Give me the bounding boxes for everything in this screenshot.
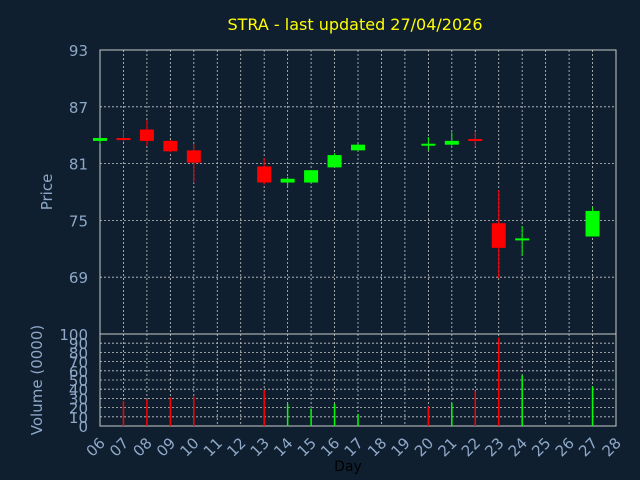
x-tick-label: 19 [388,434,414,460]
volume-bar [427,406,430,426]
price-y-tick-label: 75 [69,212,88,230]
volume-bar [357,414,359,426]
volume-bar [263,390,265,426]
candle-body [585,210,600,237]
x-tick-label: 08 [130,434,156,460]
volume-bar [497,337,500,426]
volume-bar [591,386,594,426]
candle-body [257,166,272,183]
x-tick-label: 26 [552,434,578,460]
x-tick-labels: 0607080910111213141516171819202122232425… [83,434,625,460]
candle-body [280,178,295,183]
candle-body [116,138,131,141]
candles [93,120,600,279]
volume-axis-label: Volume (0000) [28,325,46,435]
x-tick-label: 15 [294,434,320,460]
candle-body [515,238,530,241]
price-y-tick-label: 81 [69,156,88,174]
x-tick-label: 28 [599,434,625,460]
volume-bars [122,337,594,426]
volume-y-tick-label: 70 [69,354,88,372]
x-tick-label: 17 [341,434,367,460]
price-y-tick-label: 69 [69,269,88,287]
candle-body [491,223,506,248]
x-tick-label: 27 [575,434,601,460]
price-y-tick-label: 87 [69,99,88,117]
x-tick-label: 24 [505,434,531,460]
volume-bar [333,403,336,426]
volume-y-tick-label: 100 [59,326,88,344]
candle-body [468,138,483,141]
volume-y-tick-label: 90 [69,335,88,353]
x-tick-label: 10 [176,434,202,460]
volume-y-tick-label: 50 [69,372,88,390]
x-tick-label: 18 [364,434,390,460]
chart-title: STRA - last updated 27/04/2026 [227,15,482,34]
candle-body [93,138,107,141]
x-tick-label: 21 [434,434,460,460]
x-tick-label: 07 [106,434,132,460]
candle-body [186,150,201,163]
candle-body [327,155,342,168]
volume-bar [474,391,477,426]
x-tick-label: 25 [528,434,554,460]
volume-bar [146,399,148,426]
price-axis-label: Price [38,174,56,211]
candle-body [351,144,365,151]
x-tick-label: 20 [411,434,437,460]
volume-y-tick-label: 60 [69,363,88,381]
volume-y-tick-label: 40 [69,381,88,399]
volume-bar [169,397,172,426]
volume-grid [100,333,616,427]
x-axis-label: Day [334,459,362,475]
price-y-tick-label: 93 [69,42,88,60]
candle-body [444,140,459,145]
price-grid [100,49,616,334]
volume-y-tick-label: 0 [78,418,88,436]
x-tick-label: 14 [270,434,296,460]
candle-body [304,170,319,183]
x-tick-label: 22 [458,434,484,460]
volume-y-tick-label: 30 [69,390,88,408]
volume-bar [521,375,523,426]
volume-bar [286,403,289,426]
x-tick-label: 23 [481,434,507,460]
volume-bar [310,408,312,426]
volume-bar [193,396,195,426]
x-tick-label: 13 [247,434,273,460]
price-panel: 93 87 81 75 69 Price [38,42,617,335]
volume-y-tick-label: 80 [69,344,88,362]
x-tick-label: 09 [153,434,179,460]
volume-y-tick-label: 20 [69,400,88,418]
volume-bar [122,401,125,426]
x-tick-label: 16 [317,434,343,460]
volume-bar [451,403,453,426]
price-y-tick-labels: 93 87 81 75 69 [69,42,88,287]
x-tick-label: 06 [83,434,109,460]
x-tick-label: 12 [223,434,249,460]
candle-body [163,140,178,152]
candle-body [139,129,154,141]
candle-body [421,143,436,146]
x-tick-label: 11 [200,434,226,460]
volume-y-tick-label: 10 [69,409,88,427]
